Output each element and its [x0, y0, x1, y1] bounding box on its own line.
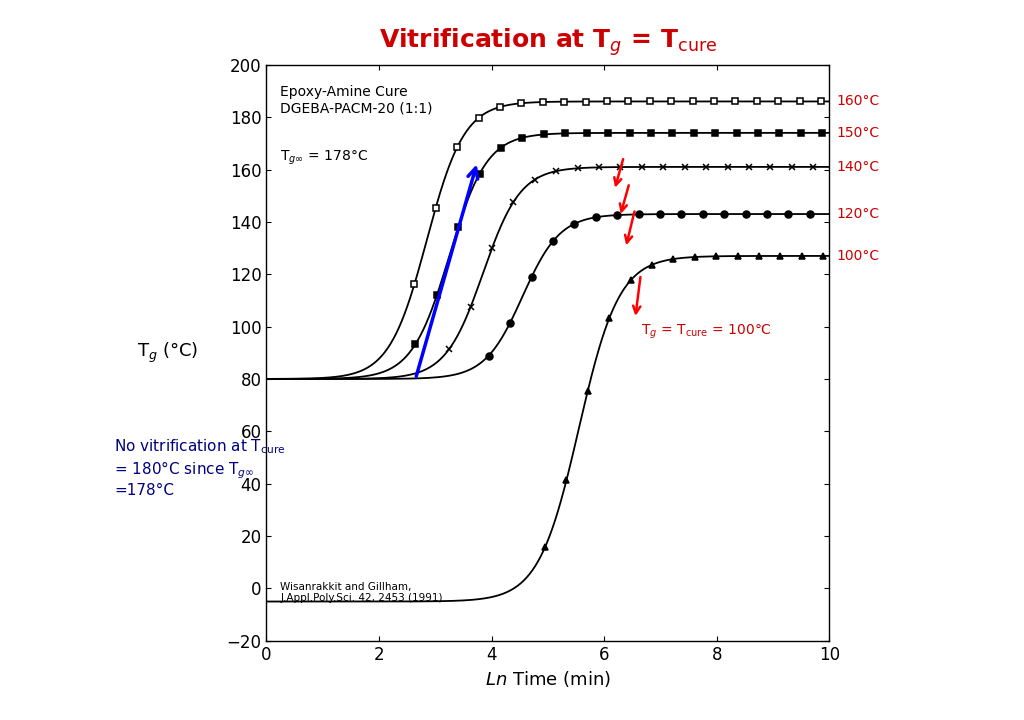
Text: Epoxy-Amine Cure
DGEBA-PACM-20 (1:1): Epoxy-Amine Cure DGEBA-PACM-20 (1:1): [281, 85, 433, 115]
Title: Vitrification at T$_g$ = T$_\mathrm{cure}$: Vitrification at T$_g$ = T$_\mathrm{cure…: [379, 27, 717, 58]
Text: No vitrification at T$_\mathrm{cure}$
= 180°C since T$_{g\infty}$
=178°C: No vitrification at T$_\mathrm{cure}$ = …: [114, 438, 286, 498]
Text: 150°C: 150°C: [837, 126, 880, 140]
Text: T$_g$ = T$_\mathrm{cure}$ = 100°C: T$_g$ = T$_\mathrm{cure}$ = 100°C: [641, 323, 772, 341]
Text: 120°C: 120°C: [837, 207, 880, 221]
Text: 100°C: 100°C: [837, 249, 880, 263]
Text: 160°C: 160°C: [837, 94, 880, 109]
Text: Wisanrakkit and Gillham,
J.Appl.Poly.Sci. 42, 2453 (1991): Wisanrakkit and Gillham, J.Appl.Poly.Sci…: [281, 582, 442, 603]
Text: T$_{g\infty}$ = 178°C: T$_{g\infty}$ = 178°C: [281, 148, 369, 166]
Text: 140°C: 140°C: [837, 160, 880, 174]
X-axis label: $\it{Ln}$ Time (min): $\it{Ln}$ Time (min): [485, 669, 610, 689]
Text: T$_g$ (°C): T$_g$ (°C): [137, 341, 199, 365]
